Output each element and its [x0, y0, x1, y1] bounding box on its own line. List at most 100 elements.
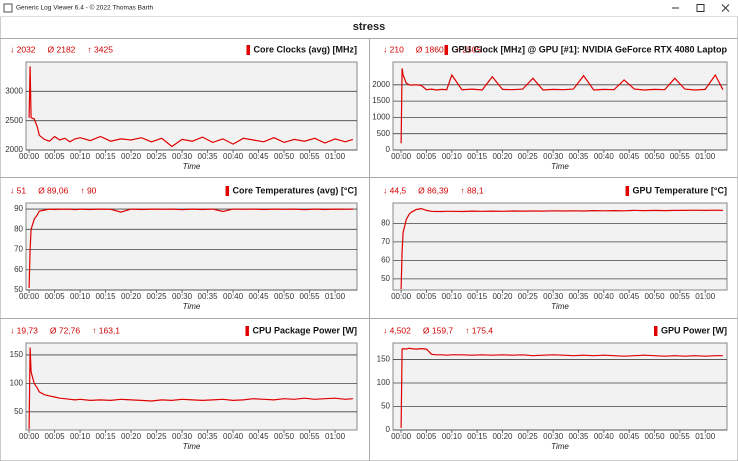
x-tick-label: 00:35: [568, 432, 589, 441]
x-tick-label: 00:40: [594, 292, 615, 301]
x-tick-label: 00:00: [391, 292, 412, 301]
x-tick-label: 00:35: [198, 292, 219, 301]
x-tick-label: 00:25: [147, 432, 168, 441]
y-tick-label: 2000: [372, 80, 390, 89]
stat-value: ↑ 90: [80, 185, 96, 195]
x-tick-label: 00:20: [492, 432, 513, 441]
x-tick-label: 00:45: [619, 432, 640, 441]
x-tick-label: 00:55: [670, 432, 691, 441]
stat-value: ↓ 51: [10, 185, 26, 195]
x-tick-label: 00:40: [594, 152, 615, 161]
data-line: [400, 207, 723, 290]
x-tick-label: 00:05: [416, 152, 437, 161]
x-axis-label: Time: [183, 442, 201, 451]
x-tick-label: 00:20: [121, 432, 142, 441]
legend-swatch: [245, 326, 249, 336]
y-tick-label: 0: [386, 145, 391, 154]
x-tick-label: 00:55: [670, 292, 691, 301]
y-tick-label: 150: [10, 350, 24, 359]
legend-swatch: [653, 326, 658, 336]
stat-value: ↑ 2505: [456, 44, 482, 54]
stat-value: Ø 2182: [48, 44, 76, 54]
x-tick-label: 00:25: [518, 152, 539, 161]
x-tick-label: 00:15: [96, 292, 117, 301]
x-tick-label: 00:55: [300, 292, 321, 301]
x-tick-label: 00:55: [300, 152, 321, 161]
maximize-button[interactable]: [696, 4, 705, 12]
x-tick-label: 00:30: [543, 432, 564, 441]
x-tick-label: 00:05: [45, 152, 66, 161]
y-tick-label: 80: [381, 218, 390, 227]
x-tick-label: 00:50: [645, 152, 666, 161]
x-tick-label: 01:00: [695, 432, 716, 441]
x-tick-label: 00:30: [172, 432, 193, 441]
x-tick-label: 00:30: [172, 152, 193, 161]
x-tick-label: 00:40: [594, 432, 615, 441]
x-tick-label: 00:50: [645, 432, 666, 441]
x-tick-label: 00:05: [416, 432, 437, 441]
legend-swatch: [625, 186, 630, 196]
x-axis-label: Time: [551, 442, 569, 451]
x-tick-label: 00:20: [121, 292, 142, 301]
plot-area: [25, 202, 358, 291]
x-tick-label: 00:40: [223, 152, 244, 161]
x-tick-label: 00:10: [442, 152, 463, 161]
y-tick-label: 100: [377, 378, 391, 387]
data-line: [28, 347, 353, 430]
x-tick-label: 00:10: [70, 152, 91, 161]
x-axis-label: Time: [551, 162, 569, 171]
x-axis-label: Time: [183, 302, 201, 311]
x-tick-label: 00:10: [442, 432, 463, 441]
x-tick-label: 01:00: [325, 152, 346, 161]
stat-value: Ø 89,06: [38, 185, 69, 195]
x-tick-label: 00:50: [274, 152, 295, 161]
x-tick-label: 00:30: [172, 292, 193, 301]
x-tick-label: 00:35: [198, 432, 219, 441]
x-tick-label: 00:30: [543, 292, 564, 301]
data-line: [28, 208, 353, 289]
y-tick-label: 1500: [372, 96, 390, 105]
stat-value: ↑ 163,1: [92, 325, 120, 335]
y-tick-label: 80: [14, 224, 23, 233]
x-tick-label: 00:20: [492, 292, 513, 301]
stat-value: ↓ 210: [383, 44, 404, 54]
y-tick-label: 70: [14, 245, 23, 254]
stat-value: ↑ 175,4: [465, 325, 493, 335]
x-tick-label: 00:15: [467, 432, 488, 441]
x-tick-label: 00:50: [274, 292, 295, 301]
close-button[interactable]: [721, 4, 730, 12]
log-heading: stress: [353, 21, 385, 33]
x-tick-label: 00:15: [96, 152, 117, 161]
x-tick-label: 00:10: [70, 432, 91, 441]
y-tick-label: 500: [377, 129, 391, 138]
x-tick-label: 00:10: [70, 292, 91, 301]
x-tick-label: 00:45: [249, 432, 270, 441]
y-tick-label: 3000: [5, 86, 23, 95]
x-tick-label: 01:00: [325, 432, 346, 441]
legend-label: GPU Clock [MHz] @ GPU [#1]: NVIDIA GeFor…: [452, 44, 728, 54]
x-tick-label: 00:00: [19, 292, 40, 301]
legend-swatch: [225, 186, 230, 196]
x-tick-label: 00:45: [249, 292, 270, 301]
x-tick-label: 00:05: [416, 292, 437, 301]
x-tick-label: 00:40: [223, 292, 244, 301]
app-icon: [3, 3, 13, 13]
x-tick-label: 01:00: [325, 292, 346, 301]
x-tick-label: 00:05: [45, 292, 66, 301]
plot-area: [392, 202, 728, 291]
stat-value: Ø 1860: [416, 44, 444, 54]
x-tick-label: 00:20: [492, 152, 513, 161]
stat-value: Ø 86,39: [418, 185, 449, 195]
y-tick-label: 2500: [5, 116, 23, 125]
y-tick-label: 2000: [5, 145, 23, 154]
y-tick-label: 70: [381, 237, 390, 246]
legend-label: Core Temperatures (avg) [°C]: [233, 185, 357, 195]
window-title: Generic Log Viewer 6.4 - © 2022 Thomas B…: [16, 4, 154, 12]
x-tick-label: 00:35: [568, 292, 589, 301]
x-tick-label: 00:00: [19, 432, 40, 441]
plot-area: [25, 342, 358, 431]
x-tick-label: 00:15: [467, 152, 488, 161]
x-axis-label: Time: [183, 162, 201, 171]
y-tick-label: 0: [386, 425, 391, 434]
